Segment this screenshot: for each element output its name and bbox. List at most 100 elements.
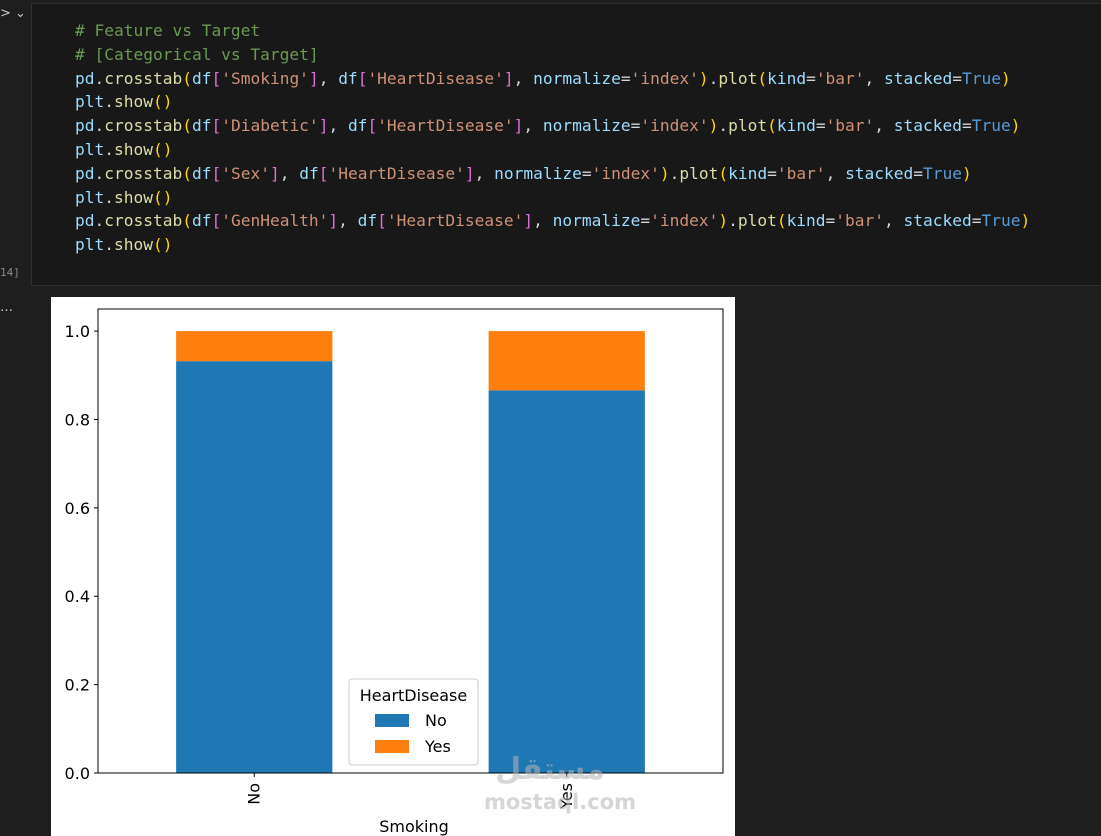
code-token: . [708, 68, 719, 88]
code-cell[interactable]: # Feature vs Target # [Categorical vs Tar… [31, 3, 1101, 286]
code-token: = [630, 116, 641, 136]
code-token: 'index' [630, 68, 699, 88]
code-token: ) [962, 163, 972, 183]
code-token: . [669, 163, 680, 183]
code-token: ( [182, 68, 192, 88]
code-token: () [152, 187, 173, 207]
code-token: . [104, 187, 114, 207]
code-token: () [152, 92, 173, 112]
code-token: 'HeartDisease' [328, 163, 465, 183]
code-token: show [114, 139, 153, 159]
code-line: plt.show() [75, 233, 1030, 257]
code-token: True [981, 211, 1021, 231]
code-token: crosstab [104, 211, 183, 231]
y-tick-label: 0.8 [65, 410, 90, 429]
code-editor[interactable]: # Feature vs Target # [Categorical vs Tar… [75, 19, 1030, 257]
cell-collapse-chevron[interactable]: > ⌄ [0, 6, 26, 21]
code-token: = [962, 116, 972, 136]
code-token: ] [513, 116, 524, 136]
code-token: pd [75, 163, 95, 183]
code-token: ) [698, 68, 709, 88]
code-token: [ [211, 68, 222, 88]
code-token: ] [523, 211, 534, 231]
code-token: ( [182, 163, 192, 183]
code-token: ) [1010, 116, 1021, 136]
code-token: ] [328, 211, 339, 231]
code-token: ] [318, 116, 329, 136]
code-token: ( [767, 116, 777, 136]
code-token: = [581, 163, 592, 183]
legend-title: HeartDisease [360, 686, 467, 705]
code-line: # Feature vs Target [75, 19, 1030, 43]
code-token: 'HeartDisease' [386, 211, 524, 231]
code-token: , [474, 163, 495, 183]
code-token: = [825, 211, 836, 231]
code-token: df [191, 116, 212, 136]
code-token: # [Categorical vs Target] [75, 44, 319, 64]
code-token: 'bar' [776, 163, 826, 183]
bar-yes-no [488, 390, 645, 773]
code-token: ] [269, 163, 280, 183]
code-token: , [864, 68, 885, 88]
code-token: normalize [494, 163, 582, 183]
cell-output: No Yes 0.0 0.2 0.4 0.6 0.8 1.0 Smoking HeartDisea… [51, 297, 735, 836]
code-token: normalize [542, 116, 631, 136]
code-line: pd.crosstab(df['Sex'], df['HeartDisease'… [75, 162, 1030, 186]
code-token: df [191, 163, 212, 183]
y-tick-label: 0.4 [65, 587, 90, 606]
code-token: plt [75, 235, 105, 255]
code-token: normalize [552, 211, 641, 231]
code-token: stacked [903, 211, 972, 231]
code-token: ) [1020, 211, 1031, 231]
y-tick-label: 0.2 [65, 676, 90, 695]
code-token: pd [75, 68, 95, 88]
code-token: [ [318, 163, 329, 183]
code-token: # Feature vs Target [75, 21, 261, 40]
bar-no-no [176, 361, 333, 773]
code-token: , [338, 211, 358, 231]
code-token: 'bar' [815, 68, 865, 88]
code-line: pd.crosstab(df['Diabetic'], df['HeartDis… [75, 114, 1030, 138]
code-token: df [191, 211, 212, 231]
code-token: 'HeartDisease' [367, 68, 504, 88]
code-token: show [114, 235, 153, 255]
code-token: . [104, 92, 114, 112]
code-token: normalize [533, 68, 621, 88]
bar-no-yes [176, 331, 333, 362]
code-token: plot [679, 163, 719, 183]
code-token: plot [737, 211, 777, 231]
code-token: , [533, 211, 553, 231]
code-token: ] [308, 68, 319, 88]
code-token: = [767, 163, 777, 183]
code-token: = [952, 68, 963, 88]
code-token: True [923, 163, 963, 183]
x-tick-label: Yes [557, 783, 576, 810]
code-token: , [874, 116, 894, 136]
code-token: , [328, 116, 348, 136]
code-token: 'GenHealth' [221, 211, 329, 231]
code-token: plt [75, 139, 105, 159]
code-token: . [94, 116, 105, 136]
code-token: ( [776, 211, 787, 231]
code-token: stacked [893, 116, 963, 136]
code-token: plot [718, 68, 758, 88]
code-token: . [104, 139, 114, 159]
legend-label-no: No [425, 711, 447, 730]
code-token: ( [757, 68, 768, 88]
code-token: ( [718, 163, 729, 183]
code-token: 'index' [650, 211, 719, 231]
code-token: [ [357, 68, 368, 88]
code-token: . [718, 116, 729, 136]
code-token: crosstab [104, 68, 183, 88]
code-line: pd.crosstab(df['Smoking'], df['HeartDise… [75, 67, 1030, 91]
code-token: plt [75, 187, 105, 207]
code-token: , [523, 116, 543, 136]
output-menu-icon[interactable]: … [0, 300, 13, 315]
code-token: 'index' [640, 116, 709, 136]
code-token: , [884, 211, 904, 231]
code-token: = [640, 211, 651, 231]
x-tick-label: No [244, 783, 263, 805]
code-token: plot [728, 116, 768, 136]
code-token: , [513, 68, 534, 88]
legend-label-yes: Yes [424, 737, 451, 756]
